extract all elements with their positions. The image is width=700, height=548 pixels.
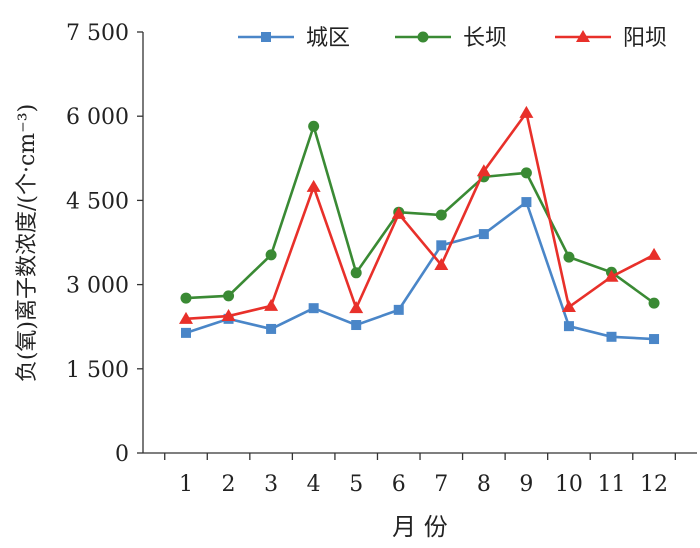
data-point [521, 197, 532, 208]
y-axis-label: 负(氧)离子数浓度/(个·cm⁻³) [15, 104, 40, 382]
y-tick-label: 4 500 [66, 189, 129, 214]
data-point [393, 304, 404, 315]
data-point [649, 334, 660, 345]
y-tick-label: 6 000 [66, 105, 129, 130]
data-point [520, 167, 532, 179]
legend-label: 阳坝 [623, 26, 667, 51]
y-tick-label: 0 [115, 442, 129, 467]
x-tick-label: 7 [434, 472, 448, 497]
data-point [436, 240, 447, 251]
series-0 [181, 197, 660, 345]
data-point [180, 292, 192, 304]
data-point [604, 269, 619, 282]
legend-marker [576, 30, 590, 42]
x-tick-label: 6 [392, 472, 406, 497]
legend-label: 城区 [306, 26, 350, 51]
legend-item: 长坝 [395, 26, 507, 51]
data-point [308, 120, 320, 132]
data-point [264, 298, 279, 311]
x-tick-label: 5 [349, 472, 363, 497]
y-tick-label: 3 000 [66, 274, 129, 299]
x-tick-label: 3 [264, 472, 278, 497]
series-line [185, 121, 655, 305]
series-line [185, 199, 655, 341]
data-point [179, 311, 193, 324]
x-tick-label: 2 [222, 472, 236, 497]
data-point [478, 229, 489, 240]
data-point [606, 331, 617, 342]
data-point [223, 290, 235, 302]
y-tick-label: 7 500 [66, 21, 129, 46]
data-point [306, 179, 321, 192]
legend-item: 阳坝 [555, 26, 667, 51]
data-point [434, 257, 449, 270]
legend-marker [417, 31, 429, 43]
legend-marker [261, 32, 271, 42]
data-point [308, 303, 319, 314]
data-point [647, 247, 662, 260]
x-tick-label: 11 [598, 472, 626, 497]
data-point [519, 105, 534, 118]
data-point [561, 300, 576, 313]
y-tick-label: 1 500 [66, 358, 129, 383]
data-point [435, 209, 447, 221]
legend-item: 城区 [238, 26, 350, 51]
data-point [266, 323, 277, 334]
data-point [563, 321, 574, 332]
data-point [350, 267, 362, 279]
x-tick-label: 4 [307, 472, 321, 497]
data-point [181, 327, 191, 338]
series-2 [179, 105, 662, 324]
data-point [563, 251, 575, 263]
data-point [351, 320, 362, 331]
data-point [265, 249, 277, 261]
x-tick-label: 12 [640, 472, 668, 497]
x-tick-label: 8 [477, 472, 491, 497]
legend-label: 长坝 [463, 26, 507, 51]
x-tick-label: 1 [179, 472, 193, 497]
data-point [391, 206, 406, 219]
x-tick-label: 10 [555, 472, 583, 497]
x-axis-label: 月 份 [392, 513, 448, 541]
data-point [349, 301, 364, 314]
data-point [221, 309, 236, 322]
data-point [648, 297, 660, 309]
series-line [185, 109, 655, 321]
series-1 [180, 120, 660, 309]
data-point [476, 164, 491, 177]
x-tick-label: 9 [519, 472, 533, 497]
